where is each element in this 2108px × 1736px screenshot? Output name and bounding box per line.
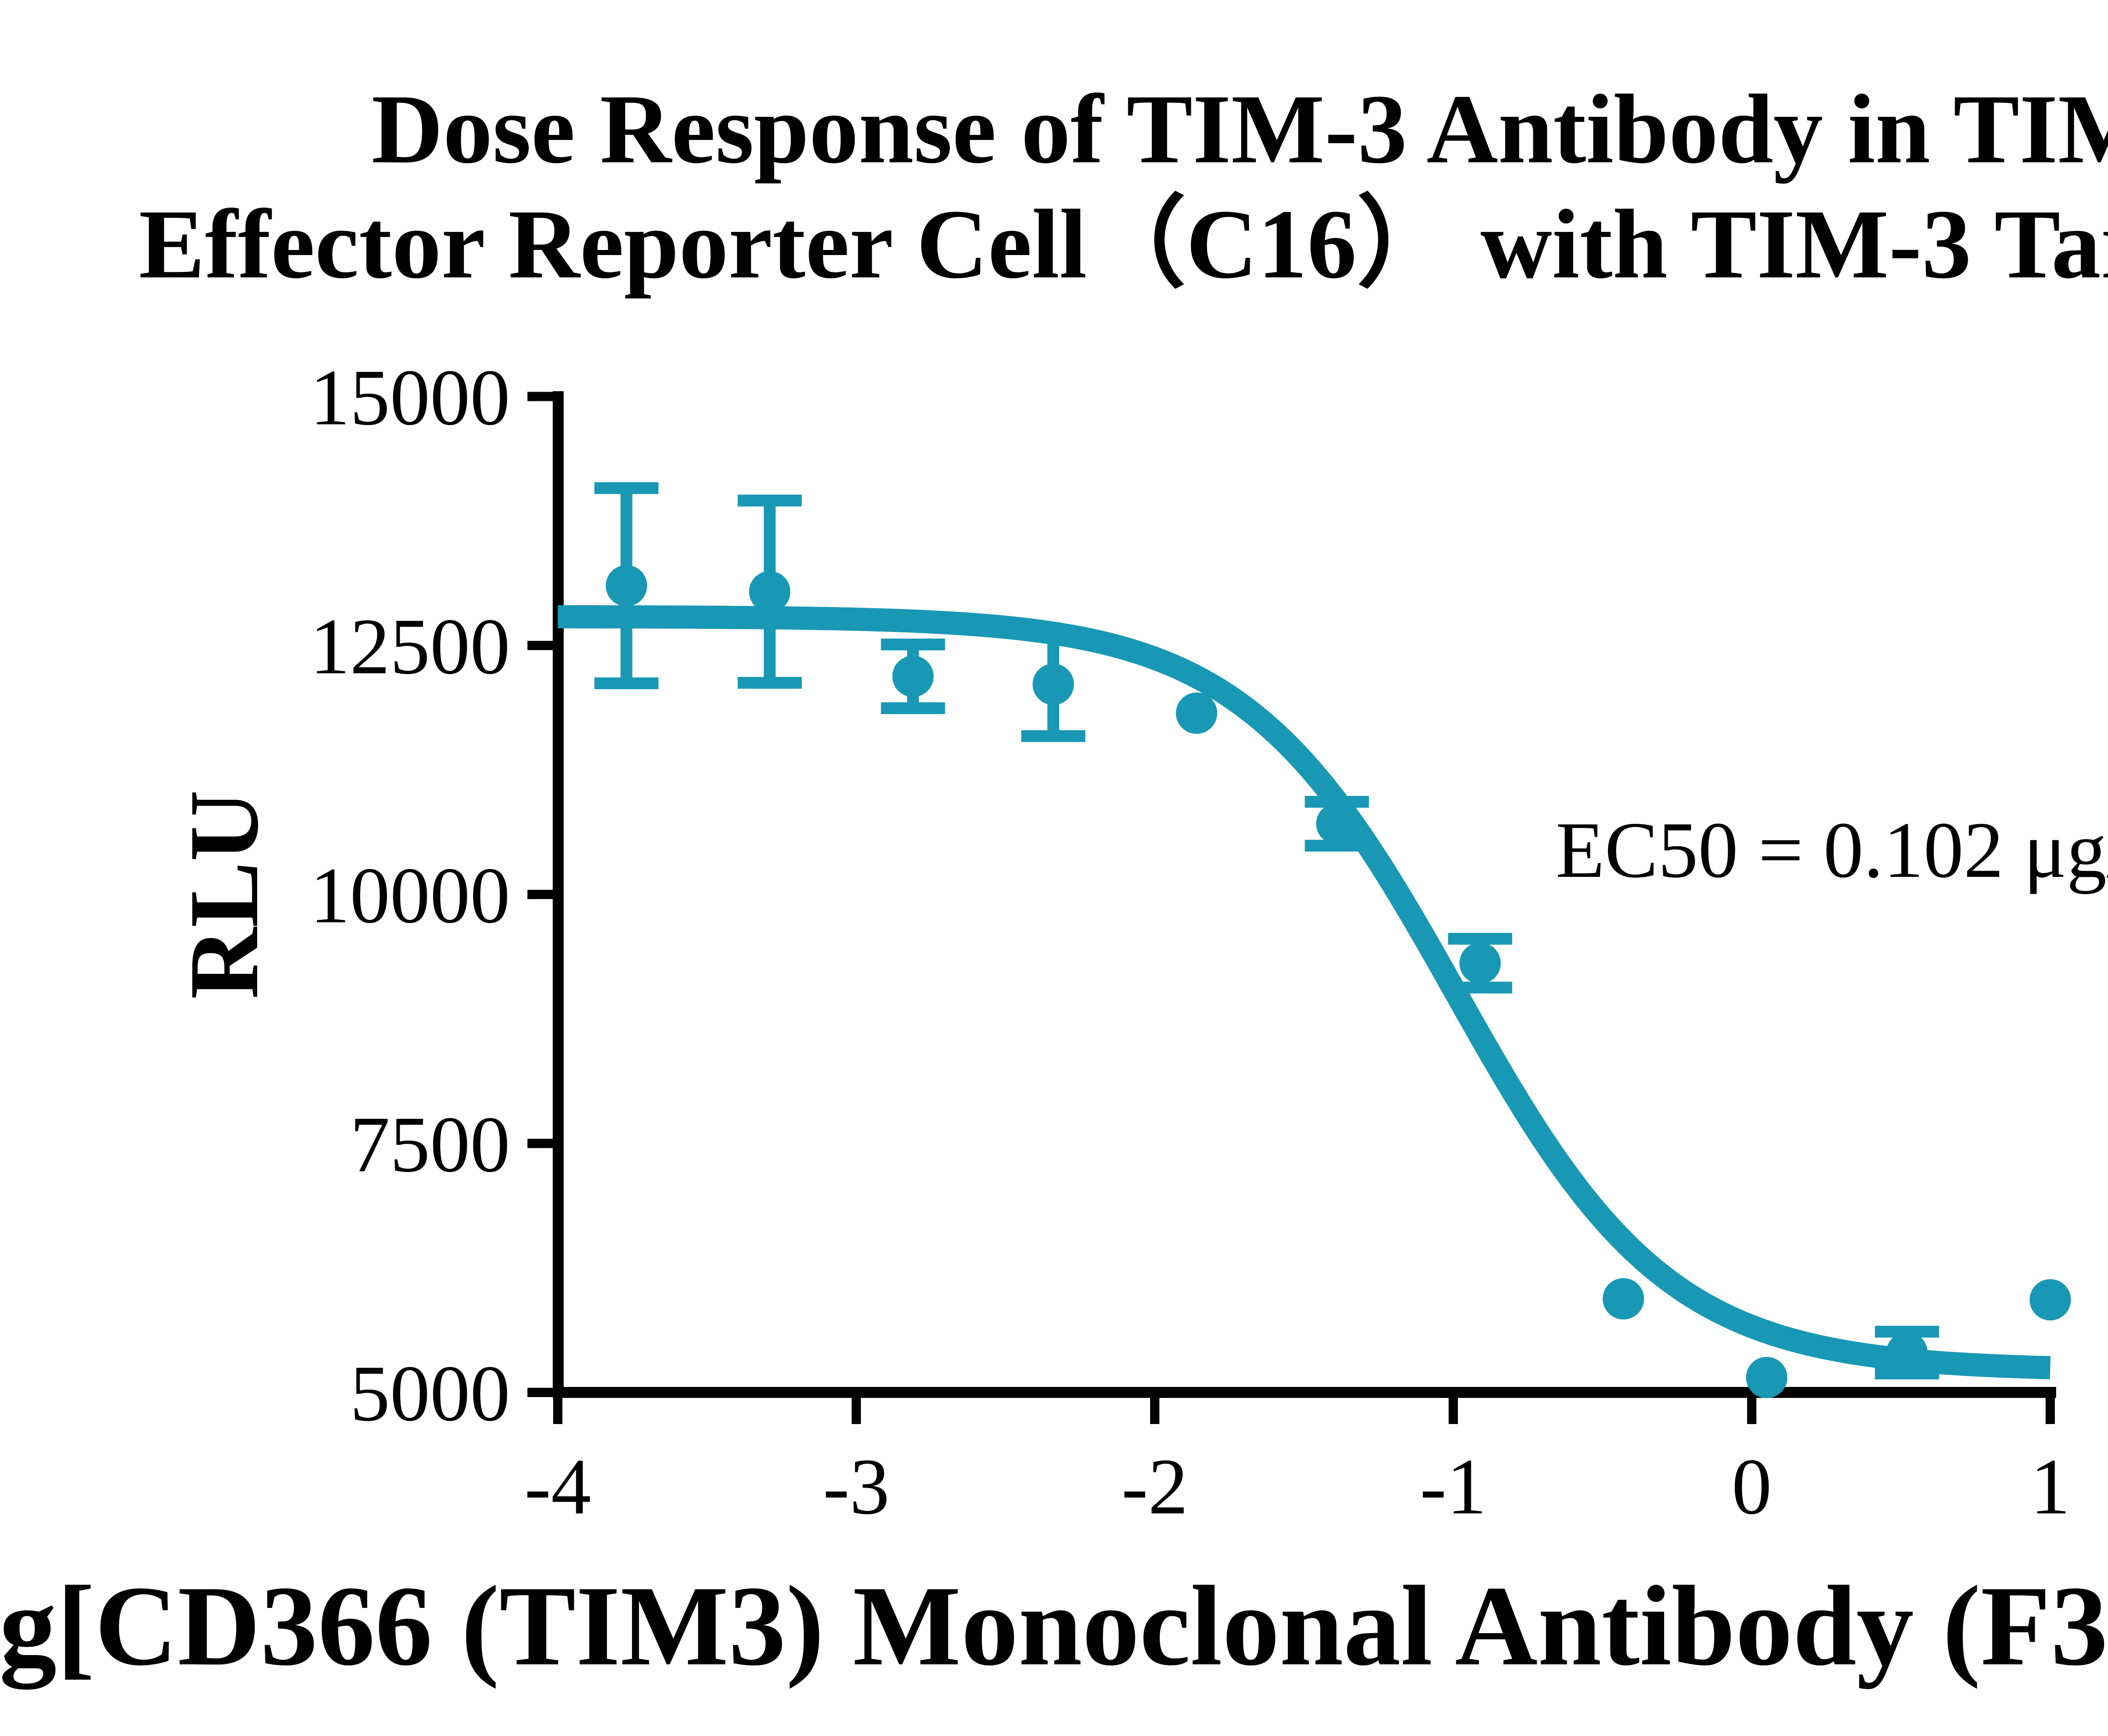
data-point [605,565,647,607]
x-tick-label: -3 [823,1443,890,1531]
tick-labels-layer: 5000 7500 10000 12500 15000 -4 -3 -2 -1 0 1 [310,354,2070,1532]
y-tick-label: 5000 [350,1349,510,1438]
x-tick-label: -4 [524,1443,591,1531]
fit-curve-layer [558,605,2051,1379]
x-tick-label: 0 [1732,1443,1772,1531]
axes-layer [553,391,2056,1398]
data-point [1746,1357,1788,1398]
data-point [1032,664,1074,705]
data-point [892,656,934,697]
data-point [749,571,790,613]
y-tick-label: 15000 [310,354,510,442]
chart-title-line2: Effector Reporter Cell（C16） with TIM-3 T… [139,189,2108,299]
y-axis-label: RLU [169,790,279,999]
dose-response-curve [558,605,2051,1379]
y-tick-label: 12500 [310,602,510,691]
x-tick-label: -1 [1420,1443,1487,1531]
x-axis-label: Log[CD366 (TIM3) Monoclonal Antibody (F3… [0,1562,2108,1691]
data-point [1459,942,1501,984]
x-tick-label: 1 [2030,1443,2070,1531]
data-point [1176,692,1218,734]
data-point [1603,1278,1644,1319]
chart-title-line1: Dose Response of TIM-3 Antibody in TIM-3 [371,74,2108,184]
data-points-layer [605,565,2071,1398]
ticks-layer [527,392,2055,1424]
data-point [1886,1332,1928,1373]
data-point [2030,1279,2071,1321]
ec50-annotation: EC50 = 0.102 μg/ml [1556,806,2108,895]
data-point [1316,803,1358,845]
y-tick-label: 10000 [310,852,510,940]
y-tick-label: 7500 [350,1100,510,1189]
x-tick-label: -2 [1121,1443,1188,1531]
